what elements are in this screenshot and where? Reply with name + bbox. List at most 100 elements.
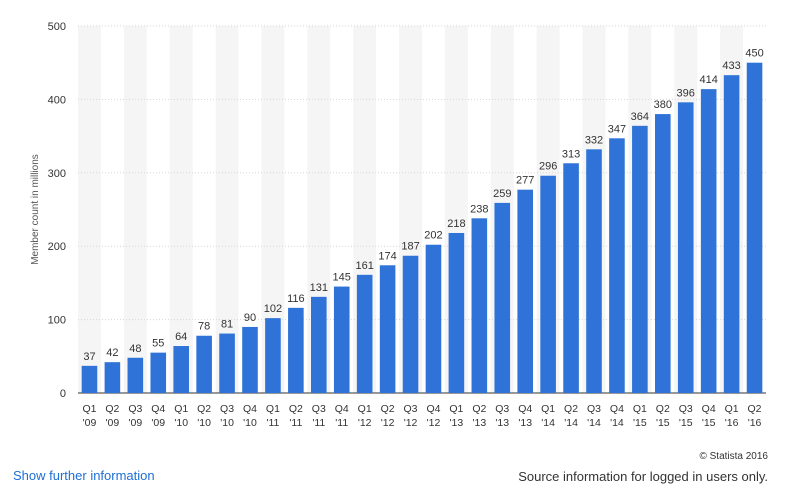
bar-value-label: 433 (722, 60, 740, 72)
x-tick-label: Q3 (404, 403, 418, 415)
y-tick-label: 400 (48, 94, 66, 106)
bar-value-label: 414 (699, 74, 717, 86)
bar (127, 357, 144, 393)
column-band (215, 26, 239, 393)
x-tick-label: Q3 (312, 403, 326, 415)
bar (333, 286, 350, 393)
x-tick-label-year: '11 (335, 417, 348, 429)
x-tick-label: Q4 (702, 403, 716, 415)
x-tick-label-year: '13 (495, 417, 509, 429)
bar-chart: 0 100 200 300 400 500 Member count in millions… (30, 21, 766, 429)
x-tick-label-year: '15 (633, 417, 647, 429)
x-tick-label-year: '15 (656, 417, 670, 429)
bar (402, 255, 419, 393)
bar-value-label: 218 (447, 218, 465, 230)
x-tick-label: Q1 (633, 403, 647, 415)
y-tick-label: 200 (48, 241, 66, 253)
bar (563, 163, 579, 393)
bar (655, 114, 671, 393)
bar (104, 362, 121, 393)
bar (242, 326, 258, 393)
bar (448, 232, 465, 393)
bar (677, 102, 694, 393)
bar-value-label: 259 (493, 188, 511, 200)
bar-value-label: 313 (562, 148, 580, 160)
x-tick-label: Q2 (564, 403, 578, 415)
column-band (261, 26, 285, 393)
column-band (78, 26, 101, 393)
x-tick-label-year: '14 (587, 417, 601, 429)
x-tick-label-year: '11 (289, 417, 302, 429)
show-further-information-link[interactable]: Show further information (13, 468, 155, 483)
bar (746, 62, 763, 393)
bar-value-label: 277 (516, 175, 534, 187)
bar-value-label: 187 (401, 241, 419, 253)
bar (356, 274, 373, 393)
bar-value-label: 380 (654, 99, 672, 111)
bar-value-label: 202 (424, 230, 442, 242)
bar-value-label: 55 (152, 338, 164, 350)
x-tick-label-year: '13 (518, 417, 532, 429)
x-tick-label-year: '09 (83, 417, 97, 429)
x-tick-label-year: '14 (541, 417, 555, 429)
bar-value-label: 450 (745, 48, 763, 60)
bar (265, 318, 281, 393)
x-tick-label-year: '12 (427, 417, 441, 429)
x-tick-label-year: '10 (197, 417, 211, 429)
copyright-text: © Statista 2016 (699, 451, 768, 462)
x-tick-label-year: '10 (174, 417, 188, 429)
bar (219, 333, 235, 393)
x-tick-label: Q1 (266, 403, 280, 415)
bar (379, 265, 396, 393)
source-info-text: Source information for logged in users o… (518, 469, 768, 484)
bar (700, 89, 717, 394)
x-tick-label: Q2 (289, 403, 303, 415)
x-tick-label: Q2 (748, 403, 762, 415)
x-tick-label: Q4 (243, 403, 257, 415)
bar (196, 335, 212, 393)
x-tick-label-year: '09 (106, 417, 120, 429)
bar-value-label: 238 (470, 203, 488, 215)
bar-value-label: 90 (244, 312, 256, 324)
y-tick-label: 0 (60, 388, 66, 400)
column-band (169, 26, 193, 393)
x-tick-label-year: '11 (266, 417, 279, 429)
x-tick-label: Q4 (426, 403, 440, 415)
bar-value-label: 37 (83, 351, 95, 363)
x-tick-label: Q1 (449, 403, 463, 415)
x-tick-label-year: '12 (381, 417, 395, 429)
bar-value-label: 364 (631, 111, 649, 123)
x-tick-label-year: '11 (312, 417, 325, 429)
bar (311, 296, 327, 393)
x-tick-label-year: '14 (564, 417, 578, 429)
x-tick-label-year: '10 (220, 417, 234, 429)
x-tick-label-year: '12 (404, 417, 418, 429)
y-tick-label: 500 (48, 21, 66, 33)
bar (494, 202, 511, 393)
bar (471, 218, 488, 393)
x-tick-label-year: '16 (725, 417, 739, 429)
bar-value-label: 131 (310, 282, 328, 294)
x-tick-label-year: '09 (128, 417, 142, 429)
x-tick-label: Q1 (82, 403, 96, 415)
x-tick-label: Q2 (197, 403, 211, 415)
x-tick-label-year: '13 (450, 417, 464, 429)
bar-value-label: 161 (355, 260, 373, 272)
bar (586, 149, 602, 393)
bar (723, 75, 740, 393)
x-tick-label-year: '10 (243, 417, 257, 429)
bar-value-label: 347 (608, 123, 626, 135)
x-tick-label: Q2 (105, 403, 119, 415)
x-tick-label-year: '15 (679, 417, 693, 429)
x-tick-label: Q3 (679, 403, 693, 415)
x-tick-label: Q2 (381, 403, 395, 415)
bar (173, 346, 189, 393)
y-axis-label: Member count in millions (30, 154, 41, 265)
bar-value-label: 332 (585, 134, 603, 146)
x-tick-label: Q4 (610, 403, 624, 415)
bar (540, 175, 556, 393)
y-tick-label: 300 (48, 168, 66, 180)
column-band (123, 26, 147, 393)
bar (517, 189, 533, 393)
bar-value-label: 396 (677, 87, 695, 99)
